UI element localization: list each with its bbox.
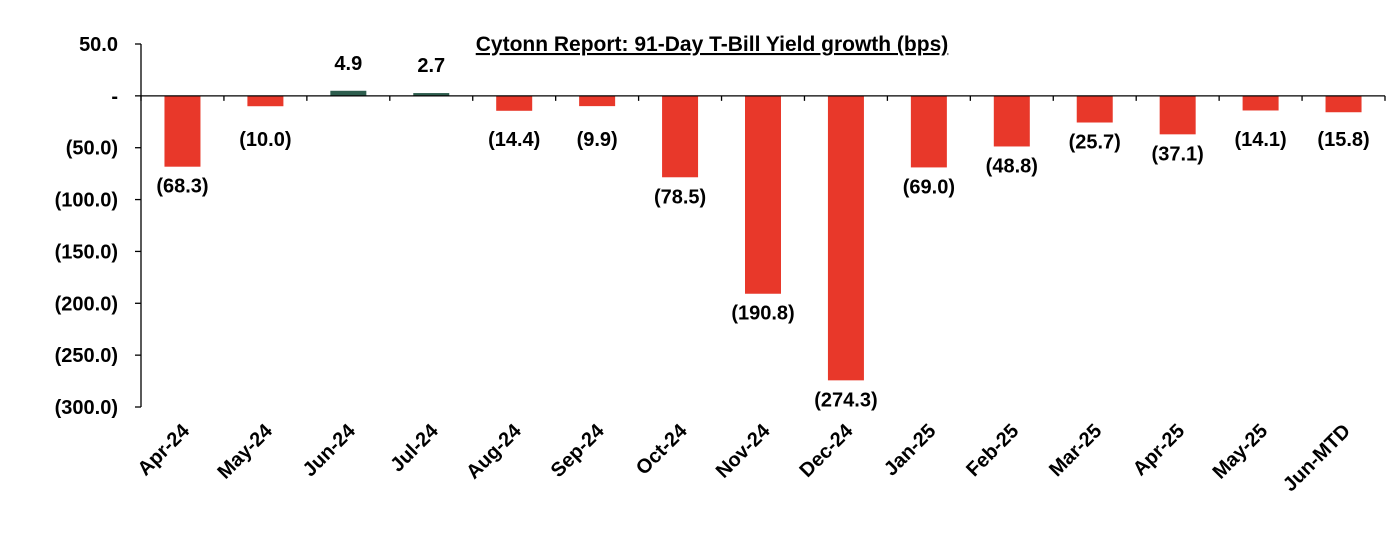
x-tick-label: Jun-24: [299, 419, 361, 481]
data-labels: (68.3) (10.0) 4.9 2.7 (14.4) (9.9) (78.5) (190.…: [156, 53, 1369, 412]
x-tick-label: Aug-24: [462, 419, 526, 483]
bar-feb-25: [993, 95, 1030, 147]
x-tick-label: May-25: [1209, 420, 1273, 484]
bar-dec-24: [827, 95, 864, 381]
x-tick-label: Dec-24: [796, 419, 859, 482]
x-tick-label: May-24: [213, 419, 277, 483]
x-tick-label: Sep-24: [547, 419, 610, 482]
data-label: 4.9: [334, 53, 362, 75]
y-tick-label: (250.0): [55, 345, 118, 367]
data-label: (48.8): [986, 155, 1038, 177]
data-label: (14.1): [1234, 129, 1286, 151]
bar-apr-24: [164, 95, 201, 167]
data-label: (15.8): [1317, 129, 1369, 151]
chart-title: Cytonn Report: 91-Day T-Bill Yield growt…: [476, 33, 949, 56]
y-tick-label: (150.0): [55, 241, 118, 263]
x-tick-label: Mar-25: [1045, 420, 1106, 481]
y-tick-label: 50.0: [79, 34, 118, 56]
data-label: 2.7: [417, 55, 445, 77]
data-label: (25.7): [1069, 132, 1121, 154]
y-tick-label: (200.0): [55, 293, 118, 315]
bar-mar-25: [1076, 95, 1113, 123]
bar-nov-24: [745, 95, 781, 294]
bar-jan-25: [910, 95, 947, 168]
bars: [164, 90, 1362, 381]
data-label: (10.0): [239, 129, 291, 151]
x-tick-label: Apr-24: [134, 419, 195, 480]
bar-aug-24: [496, 95, 533, 111]
y-tick-label: (100.0): [55, 190, 118, 212]
data-label: (274.3): [814, 389, 877, 411]
data-label: (190.8): [731, 303, 794, 325]
x-tick-label: Apr-25: [1129, 420, 1189, 480]
data-label: (69.0): [903, 176, 955, 198]
x-tick-label: Oct-24: [632, 419, 692, 479]
y-tick-label: (50.0): [66, 138, 118, 160]
data-label: (9.9): [577, 129, 618, 151]
data-label: (14.4): [488, 129, 540, 151]
x-tick-label: Jan-25: [880, 420, 940, 480]
y-tick-label: -: [111, 86, 118, 108]
bar-may-25: [1242, 95, 1279, 111]
bar-jul-24: [413, 93, 450, 96]
x-tick-label: Jul-24: [386, 419, 443, 476]
x-tick-label: Nov-24: [712, 419, 775, 482]
bar-may-24: [247, 95, 284, 107]
y-axis: 50.0 - (50.0) (100.0) (150.0) (200.0) (250.0) (…: [55, 34, 142, 419]
bar-sep-24: [579, 95, 616, 107]
bar-oct-24: [662, 95, 699, 178]
bar-jun-24: [330, 90, 367, 96]
x-tick-label: Jun-MTD: [1279, 420, 1355, 496]
bar-jun-mtd: [1325, 95, 1362, 113]
bar-apr-25: [1159, 95, 1196, 135]
data-label: (37.1): [1152, 143, 1204, 165]
y-tick-label: (300.0): [55, 397, 118, 419]
x-tick-label: Feb-25: [962, 420, 1023, 481]
data-label: (68.3): [156, 176, 208, 198]
data-label: (78.5): [654, 186, 706, 208]
